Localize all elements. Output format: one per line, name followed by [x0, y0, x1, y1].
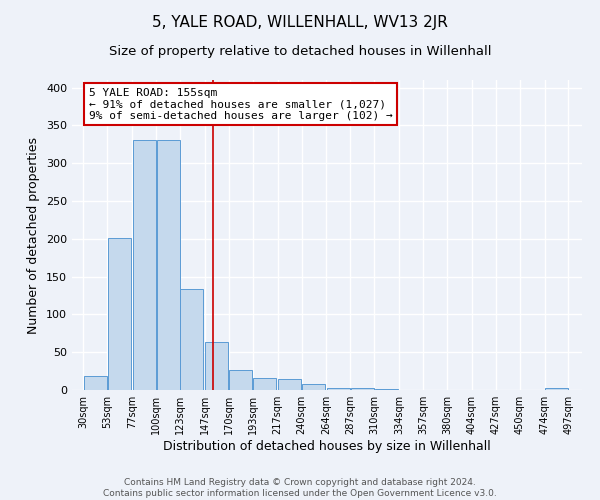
- Bar: [278, 380, 301, 390]
- Bar: [84, 376, 107, 390]
- Bar: [327, 388, 350, 390]
- Y-axis label: Number of detached properties: Number of detached properties: [28, 136, 40, 334]
- Bar: [253, 378, 276, 390]
- Bar: [545, 388, 568, 390]
- Text: Contains HM Land Registry data © Crown copyright and database right 2024.
Contai: Contains HM Land Registry data © Crown c…: [103, 478, 497, 498]
- Bar: [157, 140, 179, 390]
- Text: 5 YALE ROAD: 155sqm
← 91% of detached houses are smaller (1,027)
9% of semi-deta: 5 YALE ROAD: 155sqm ← 91% of detached ho…: [89, 88, 392, 121]
- X-axis label: Distribution of detached houses by size in Willenhall: Distribution of detached houses by size …: [163, 440, 491, 453]
- Bar: [133, 140, 156, 390]
- Bar: [205, 342, 229, 390]
- Bar: [181, 290, 203, 390]
- Text: Size of property relative to detached houses in Willenhall: Size of property relative to detached ho…: [109, 45, 491, 58]
- Text: 5, YALE ROAD, WILLENHALL, WV13 2JR: 5, YALE ROAD, WILLENHALL, WV13 2JR: [152, 15, 448, 30]
- Bar: [351, 388, 374, 390]
- Bar: [302, 384, 325, 390]
- Bar: [108, 238, 131, 390]
- Bar: [229, 370, 253, 390]
- Bar: [374, 389, 398, 390]
